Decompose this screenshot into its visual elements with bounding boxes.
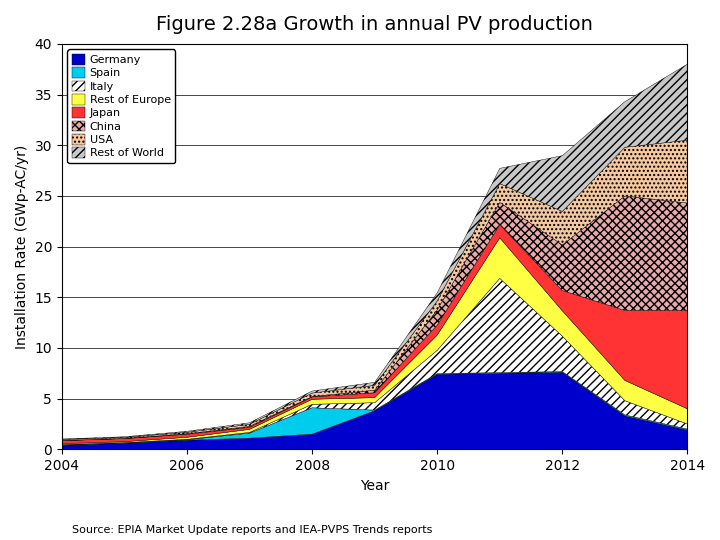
X-axis label: Year: Year (360, 478, 390, 492)
Y-axis label: Installation Rate (GWp-AC/yr): Installation Rate (GWp-AC/yr) (15, 145, 29, 349)
Title: Figure 2.28a Growth in annual PV production: Figure 2.28a Growth in annual PV product… (156, 15, 593, 34)
Text: Source: EPIA Market Update reports and IEA-PVPS Trends reports: Source: EPIA Market Update reports and I… (72, 524, 433, 535)
Legend: Germany, Spain, Italy, Rest of Europe, Japan, China, USA, Rest of World: Germany, Spain, Italy, Rest of Europe, J… (68, 50, 175, 163)
